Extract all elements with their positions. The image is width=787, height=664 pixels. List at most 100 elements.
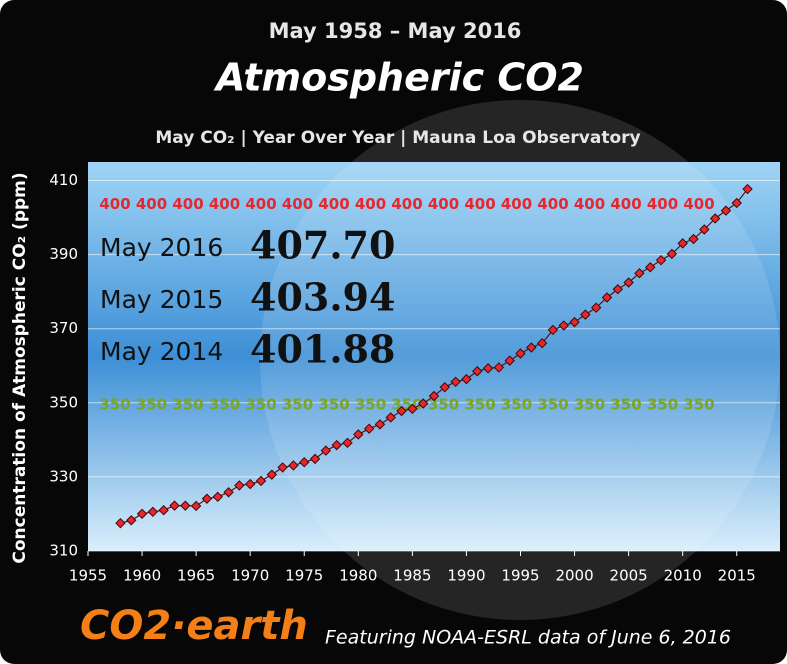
y-tick-label: 310 xyxy=(49,542,78,560)
data-point xyxy=(417,398,429,409)
data-point xyxy=(201,493,213,504)
threshold-label: 350 xyxy=(282,395,313,413)
threshold-label: 400 xyxy=(428,195,459,213)
data-point xyxy=(288,460,299,471)
y-tick-label: 410 xyxy=(49,171,78,189)
data-point xyxy=(461,373,472,385)
data-point xyxy=(169,500,180,511)
data-point xyxy=(450,376,461,388)
data-point xyxy=(536,337,548,349)
threshold-label: 350 xyxy=(537,395,568,413)
threshold-label: 400 xyxy=(355,195,386,213)
threshold-label: 350 xyxy=(99,395,130,413)
data-point xyxy=(223,487,234,498)
data-point xyxy=(234,480,245,491)
data-point xyxy=(720,205,732,216)
data-point xyxy=(353,429,364,440)
threshold-label: 350 xyxy=(172,395,203,413)
subtitle: May CO₂ | Year Over Year | Mauna Loa Obs… xyxy=(155,128,640,148)
x-tick-label: 2005 xyxy=(610,567,648,585)
data-point xyxy=(428,390,440,402)
threshold-label: 400 xyxy=(464,195,495,213)
data-point xyxy=(742,183,753,195)
data-point xyxy=(526,342,537,353)
data-point xyxy=(623,277,634,288)
data-point xyxy=(212,491,223,503)
y-axis-label: Concentration of Atmospheric CO₂ (ppm) xyxy=(10,172,30,563)
data-point xyxy=(266,469,278,480)
threshold-label: 350 xyxy=(245,395,276,413)
threshold-label: 350 xyxy=(136,395,167,413)
logo: CO2·earth xyxy=(80,603,308,649)
threshold-label: 400 xyxy=(537,195,568,213)
data-point xyxy=(158,505,169,516)
data-point xyxy=(515,348,526,359)
data-point xyxy=(569,316,580,328)
data-point xyxy=(385,412,396,423)
x-tick-label: 1955 xyxy=(69,567,107,585)
x-tick-label: 1960 xyxy=(123,567,161,585)
threshold-label: 400 xyxy=(245,195,276,213)
threshold-label: 400 xyxy=(172,195,203,213)
threshold-label: 400 xyxy=(136,195,167,213)
data-point xyxy=(396,405,407,417)
x-tick-label: 2010 xyxy=(664,567,702,585)
threshold-label: 400 xyxy=(647,195,678,213)
data-point xyxy=(655,254,667,266)
x-tick-label: 2015 xyxy=(718,567,756,585)
data-point xyxy=(407,403,418,415)
data-point xyxy=(299,456,310,468)
highlight-label: May 2014 xyxy=(100,337,223,366)
data-point xyxy=(482,363,494,374)
data-point xyxy=(244,478,256,490)
highlight-label: May 2016 xyxy=(100,233,223,262)
data-point xyxy=(331,439,342,451)
x-tick-label: 1975 xyxy=(285,567,323,585)
threshold-label: 350 xyxy=(647,395,678,413)
data-point xyxy=(320,445,332,456)
highlight-value: 401.88 xyxy=(250,327,395,372)
data-point xyxy=(634,268,645,279)
threshold-label: 400 xyxy=(501,195,532,213)
data-point xyxy=(277,462,288,473)
footer: Featuring NOAA-ESRL data of June 6, 2016 xyxy=(325,627,731,649)
threshold-label: 350 xyxy=(209,395,240,413)
highlight-label: May 2015 xyxy=(100,285,223,314)
x-tick-label: 1970 xyxy=(231,567,269,585)
threshold-label: 350 xyxy=(501,395,532,413)
data-point xyxy=(342,437,353,449)
data-point xyxy=(493,362,505,373)
data-point xyxy=(590,302,602,313)
data-point xyxy=(472,366,483,377)
threshold-label: 350 xyxy=(610,395,641,413)
data-point xyxy=(309,453,321,465)
y-tick-label: 370 xyxy=(49,319,78,337)
x-tick-label: 1990 xyxy=(447,567,485,585)
threshold-label: 350 xyxy=(428,395,459,413)
data-point xyxy=(666,248,678,260)
data-point xyxy=(115,517,126,529)
y-tick-label: 350 xyxy=(49,393,78,411)
data-point xyxy=(699,224,710,235)
threshold-label: 400 xyxy=(610,195,641,213)
data-point xyxy=(547,324,559,336)
data-point xyxy=(558,320,569,331)
data-point xyxy=(255,475,267,487)
threshold-label: 400 xyxy=(318,195,349,213)
globe xyxy=(260,100,780,620)
x-tick-label: 1985 xyxy=(393,567,431,585)
threshold-label: 400 xyxy=(574,195,605,213)
data-point xyxy=(677,238,688,249)
threshold-label: 350 xyxy=(464,395,495,413)
data-point xyxy=(731,197,742,209)
threshold-label: 350 xyxy=(683,395,714,413)
data-point xyxy=(709,213,721,224)
data-point xyxy=(504,355,515,366)
threshold-label: 400 xyxy=(683,195,714,213)
threshold-label: 350 xyxy=(574,395,605,413)
data-point xyxy=(645,262,656,273)
x-tick-label: 2000 xyxy=(555,567,593,585)
threshold-label: 350 xyxy=(355,395,386,413)
threshold-label: 400 xyxy=(99,195,130,213)
x-tick-label: 1965 xyxy=(177,567,215,585)
